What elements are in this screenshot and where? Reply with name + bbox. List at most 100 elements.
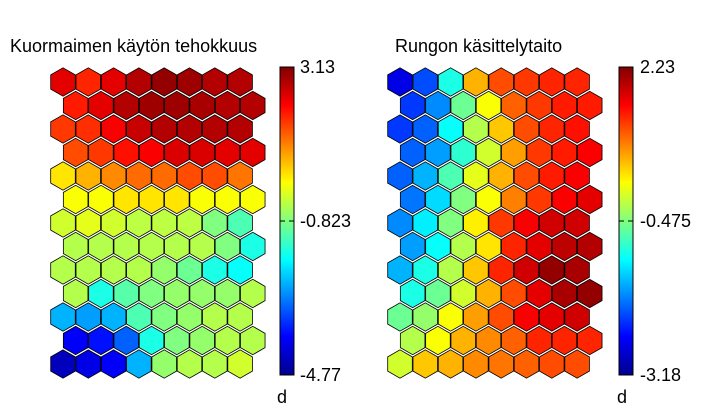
hex-cell [463, 114, 489, 144]
hex-cell [412, 208, 439, 238]
hex-cell [399, 184, 426, 215]
hex-cell [526, 137, 552, 168]
hex-cell [437, 255, 464, 285]
hex-cell [513, 161, 540, 191]
hex-cell [100, 208, 127, 238]
hex-cell [202, 161, 228, 191]
hex-cell [539, 302, 565, 332]
hex-cell [488, 114, 514, 144]
hex-cell [501, 184, 527, 215]
hex-cell [202, 67, 228, 97]
colorbar-unit-label: d [277, 387, 287, 407]
hex-cell [551, 278, 578, 309]
hex-cell [564, 302, 590, 332]
hex-cell [539, 161, 565, 191]
hex-cell [564, 114, 590, 144]
hex-cell [189, 278, 215, 309]
hex-grid [50, 67, 266, 379]
hex-cell [88, 90, 114, 121]
hex-cell [164, 278, 190, 309]
hex-cell [513, 208, 540, 238]
hex-cell [513, 114, 540, 144]
hex-cell [126, 114, 152, 144]
hex-cell [399, 325, 426, 356]
hex-cell [189, 90, 215, 121]
hex-cell [425, 90, 451, 121]
hex-cell [75, 161, 101, 191]
hex-cell [176, 302, 203, 332]
hex-cell [513, 302, 540, 332]
hex-cell [240, 278, 266, 309]
hex-cell [564, 67, 590, 97]
hex-cell [513, 255, 540, 285]
hex-cell [113, 278, 139, 309]
hex-cell [214, 278, 241, 309]
hex-cell [50, 302, 76, 332]
hex-cell [227, 302, 253, 332]
hex-cell [412, 349, 439, 379]
hex-cell [164, 231, 190, 262]
hex-cell [475, 278, 502, 309]
hex-cell [202, 255, 228, 285]
hex-cell [240, 90, 266, 121]
hex-cell [475, 325, 502, 356]
hex-cell [450, 325, 476, 356]
hex-cell [62, 184, 89, 215]
hex-cell [113, 231, 139, 262]
hex-cell [75, 208, 101, 238]
hex-cell [240, 184, 266, 215]
hex-cell [488, 161, 514, 191]
hex-cell [501, 325, 527, 356]
hex-cell [227, 161, 253, 191]
hex-cell [100, 255, 127, 285]
hex-cell [202, 208, 228, 238]
hex-cell [564, 161, 590, 191]
hex-cell [564, 255, 590, 285]
hex-cell [189, 137, 215, 168]
hex-cell [189, 325, 215, 356]
colorbar-tick-max: 2.23 [640, 57, 675, 77]
hex-cell [577, 184, 603, 215]
hex-cell [62, 231, 89, 262]
hex-cell [450, 90, 476, 121]
hex-cell [463, 255, 489, 285]
hex-cell [412, 114, 439, 144]
hex-cell [463, 302, 489, 332]
hex-cell [539, 255, 565, 285]
hex-cell [425, 231, 451, 262]
hex-cell [475, 90, 502, 121]
hex-cell [88, 137, 114, 168]
hex-cell [539, 349, 565, 379]
hex-cell [62, 325, 89, 356]
hex-cell [437, 161, 464, 191]
hex-cell [202, 349, 228, 379]
hex-cell [501, 278, 527, 309]
hex-cell [138, 137, 165, 168]
hex-cell [437, 208, 464, 238]
hex-cell [50, 67, 76, 97]
hex-cell [551, 184, 578, 215]
hex-cell [164, 90, 190, 121]
hex-cell [151, 208, 177, 238]
hex-cell [577, 231, 603, 262]
hex-cell [488, 302, 514, 332]
colorbar-tick-min: -4.77 [300, 365, 341, 385]
hex-cell [176, 208, 203, 238]
hex-cell [475, 184, 502, 215]
hex-cell [539, 67, 565, 97]
hex-cell [126, 349, 152, 379]
hex-cell [62, 137, 89, 168]
hex-cell [100, 114, 127, 144]
hex-cell [387, 349, 413, 379]
hex-cell [202, 302, 228, 332]
hex-cell [412, 302, 439, 332]
hex-cell [412, 255, 439, 285]
hex-cell [412, 67, 439, 97]
hex-cell [437, 349, 464, 379]
hex-cell [138, 184, 165, 215]
hex-cell [425, 184, 451, 215]
hex-cell [214, 325, 241, 356]
colorbar-tick-min: -3.18 [640, 365, 681, 385]
chart-title: Kuormaimen käytön tehokkuus [10, 36, 257, 56]
